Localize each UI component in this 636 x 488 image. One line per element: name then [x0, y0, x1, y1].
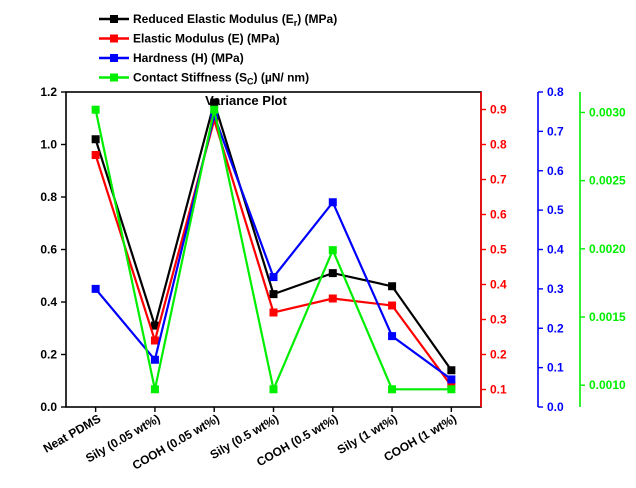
data-point-er — [210, 98, 219, 107]
tick-label-e: 0.2 — [490, 348, 507, 362]
tick-label-e: 0.3 — [490, 313, 507, 327]
axis-sc: 0.0010 0.0015 0.0020 0.0025 0.0030 — [579, 92, 626, 407]
legend-item-sc: Contact Stiffness (SC) (µN/ nm) — [99, 71, 309, 87]
series-h — [91, 111, 456, 384]
data-point-e — [150, 336, 159, 345]
tick-label-er: 1.2 — [40, 85, 57, 99]
tick-label-e: 0.7 — [490, 173, 507, 187]
tick-label-e: 0.4 — [490, 278, 507, 292]
axes: 0.00.20.40.60.81.01.20.10.20.30.40.50.60… — [40, 85, 626, 414]
series-line-er — [94, 98, 453, 371]
tick-label-er: 0.2 — [40, 348, 57, 362]
series-layer — [91, 98, 456, 394]
tick-label-er: 0.0 — [40, 400, 57, 414]
legend-item-er: Reduced Elastic Modulus (Er) (MPa) — [99, 12, 337, 28]
data-point-sc — [91, 105, 100, 114]
series-er — [91, 98, 456, 375]
tick-label-h: 0.3 — [547, 282, 564, 296]
tick-label-h: 0.5 — [547, 203, 564, 217]
legend-swatch-marker — [110, 34, 118, 43]
tick-label-sc: 0.0030 — [589, 105, 626, 119]
data-point-h — [210, 111, 219, 120]
data-point-h — [328, 198, 337, 207]
tick-label-e: 0.8 — [490, 138, 507, 152]
tick-label-h: 0.2 — [547, 321, 564, 335]
plot-frame — [65, 91, 482, 408]
series-line-sc — [94, 109, 452, 393]
series-line-h — [94, 111, 453, 381]
legend-swatch-marker — [110, 54, 118, 62]
data-point-h — [91, 284, 100, 293]
tick-label-h: 0.1 — [547, 361, 564, 375]
legend-item-h: Hardness (H) (MPa) — [99, 51, 244, 65]
data-point-er — [447, 366, 456, 375]
tick-label-h: 0.8 — [547, 85, 564, 99]
legend-label: Hardness (H) (MPa) — [133, 51, 244, 65]
axis-h: 0.0 0.1 0.2 0.3 0.4 0.5 0.6 0.7 0.8 — [537, 85, 564, 414]
tick-label-e: 0.9 — [490, 103, 507, 117]
series-line-e — [94, 116, 453, 387]
legend: Reduced Elastic Modulus (Er) (MPa) Elasti… — [99, 12, 337, 87]
tick-label-e: 0.5 — [490, 243, 507, 257]
legend-item-e: Elastic Modulus (E) (MPa) — [99, 32, 280, 46]
data-point-h — [388, 332, 397, 341]
data-point-e — [91, 151, 100, 159]
tick-label-e: 0.1 — [490, 383, 507, 397]
axis-e: 0.1 0.2 0.3 0.4 0.5 0.6 0.7 0.8 0.9 — [480, 92, 507, 407]
data-point-sc — [269, 385, 278, 394]
data-point-h — [150, 355, 159, 364]
data-point-sc — [388, 385, 397, 394]
data-point-er — [91, 135, 100, 144]
data-point-e — [328, 294, 337, 303]
tick-label-sc: 0.0020 — [589, 242, 626, 256]
data-point-h — [269, 273, 278, 282]
tick-label-er: 0.4 — [40, 295, 57, 309]
data-point-er — [328, 269, 337, 278]
legend-label: Reduced Elastic Modulus (Er) (MPa) — [133, 12, 337, 28]
legend-label: Elastic Modulus (E) (MPa) — [133, 32, 280, 46]
tick-label-h: 0.7 — [547, 124, 564, 138]
tick-label-sc: 0.0015 — [589, 310, 626, 324]
data-point-sc — [328, 246, 337, 255]
tick-label-er: 0.8 — [40, 190, 57, 204]
tick-label-h: 0.4 — [547, 243, 564, 257]
data-point-sc — [447, 385, 456, 394]
tick-label-e: 0.6 — [490, 208, 507, 222]
chart-title: Variance Plot — [205, 93, 287, 108]
data-point-e — [388, 301, 397, 310]
legend-swatch-marker — [110, 15, 118, 23]
tick-label-h: 0.0 — [547, 400, 564, 414]
tick-label-er: 1.0 — [40, 138, 57, 152]
axis-er: 0.0 0.2 0.4 0.6 0.8 1.0 1.2 — [40, 85, 66, 414]
data-point-er — [150, 321, 159, 330]
series-sc — [91, 105, 456, 394]
data-point-sc — [150, 385, 159, 394]
data-point-h — [447, 375, 456, 384]
tick-label-sc: 0.0010 — [589, 378, 626, 392]
data-point-er — [388, 282, 397, 291]
data-point-e — [269, 308, 278, 317]
data-point-er — [269, 290, 278, 299]
data-point-sc — [210, 105, 219, 114]
tick-label-h: 0.6 — [547, 164, 564, 178]
tick-label-sc: 0.0025 — [589, 174, 626, 188]
legend-label: Contact Stiffness (SC) (µN/ nm) — [133, 71, 309, 87]
legend-swatch-marker — [110, 73, 118, 82]
tick-label-er: 0.6 — [40, 243, 57, 257]
